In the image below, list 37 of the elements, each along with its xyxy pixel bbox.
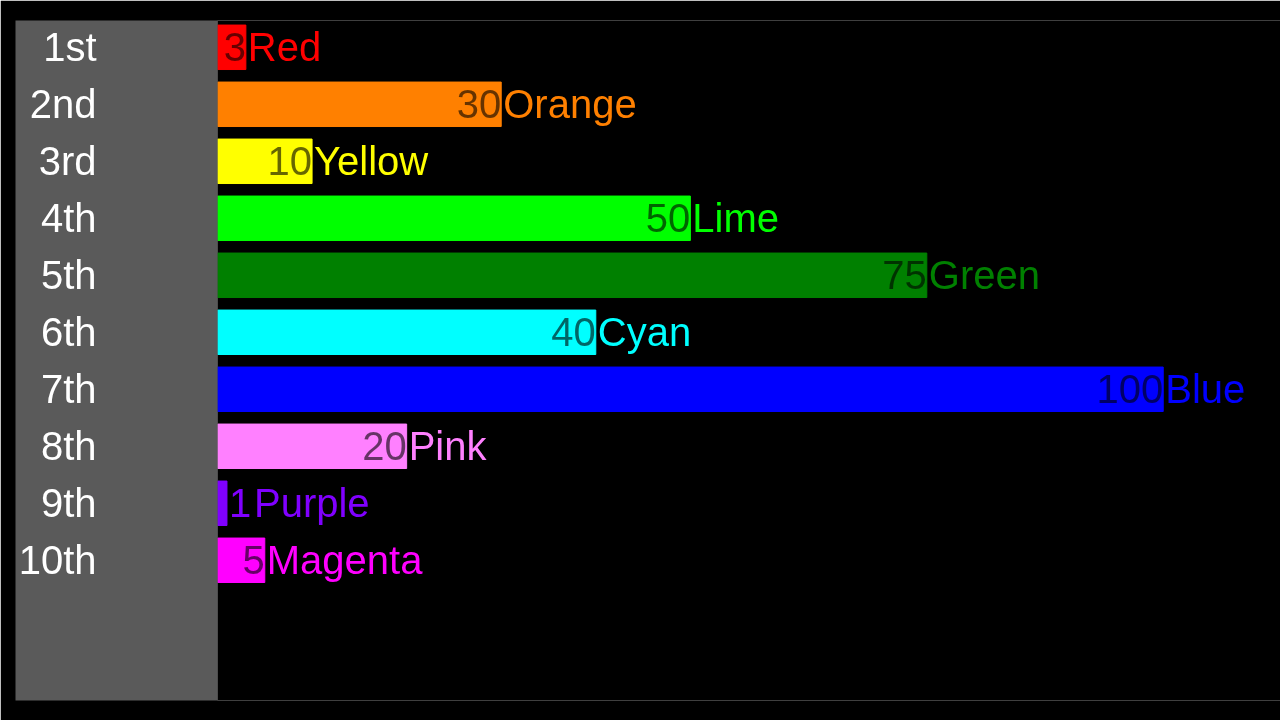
y-tick-label: 9th bbox=[40, 481, 97, 526]
annotation: Lime bbox=[692, 196, 780, 241]
annotation: Pink bbox=[408, 424, 488, 469]
data-label: 3 bbox=[223, 25, 246, 70]
data-label: 100 bbox=[1096, 367, 1164, 412]
bar bbox=[217, 366, 1164, 413]
annotation: Magenta bbox=[266, 538, 424, 583]
data-label: 50 bbox=[645, 196, 691, 241]
annotation: Green bbox=[928, 253, 1040, 298]
bar bbox=[217, 252, 928, 299]
y-tick-label: 1st bbox=[43, 25, 97, 70]
bar bbox=[217, 195, 691, 242]
data-label: 5 bbox=[242, 538, 265, 583]
annotation: Cyan bbox=[597, 310, 692, 355]
bar bbox=[217, 81, 502, 128]
annotation: Blue bbox=[1165, 367, 1246, 412]
annotation: Yellow bbox=[314, 139, 429, 184]
annotation: Purple bbox=[253, 481, 370, 526]
bar bbox=[217, 423, 408, 470]
data-label: 10 bbox=[267, 139, 313, 184]
y-tick-label: 2nd bbox=[29, 82, 97, 127]
y-tick-label: 6th bbox=[40, 310, 97, 355]
y-tick-label: 4th bbox=[40, 196, 97, 241]
data-label: 75 bbox=[882, 253, 927, 298]
y-tick-label: 5th bbox=[40, 253, 97, 298]
annotation: Orange bbox=[503, 82, 637, 127]
data-label: 40 bbox=[551, 310, 596, 355]
y-tick-label: 7th bbox=[40, 367, 97, 412]
y-tick-label: 3rd bbox=[38, 139, 97, 184]
y-tick-label: 8th bbox=[40, 424, 97, 469]
data-label: 1 bbox=[228, 481, 252, 526]
y-tick-label: 10th bbox=[18, 538, 97, 583]
data-label: 30 bbox=[456, 82, 502, 127]
bar bbox=[217, 480, 228, 527]
bar bbox=[217, 309, 597, 356]
data-label: 20 bbox=[362, 424, 407, 469]
annotation: Red bbox=[247, 25, 322, 70]
